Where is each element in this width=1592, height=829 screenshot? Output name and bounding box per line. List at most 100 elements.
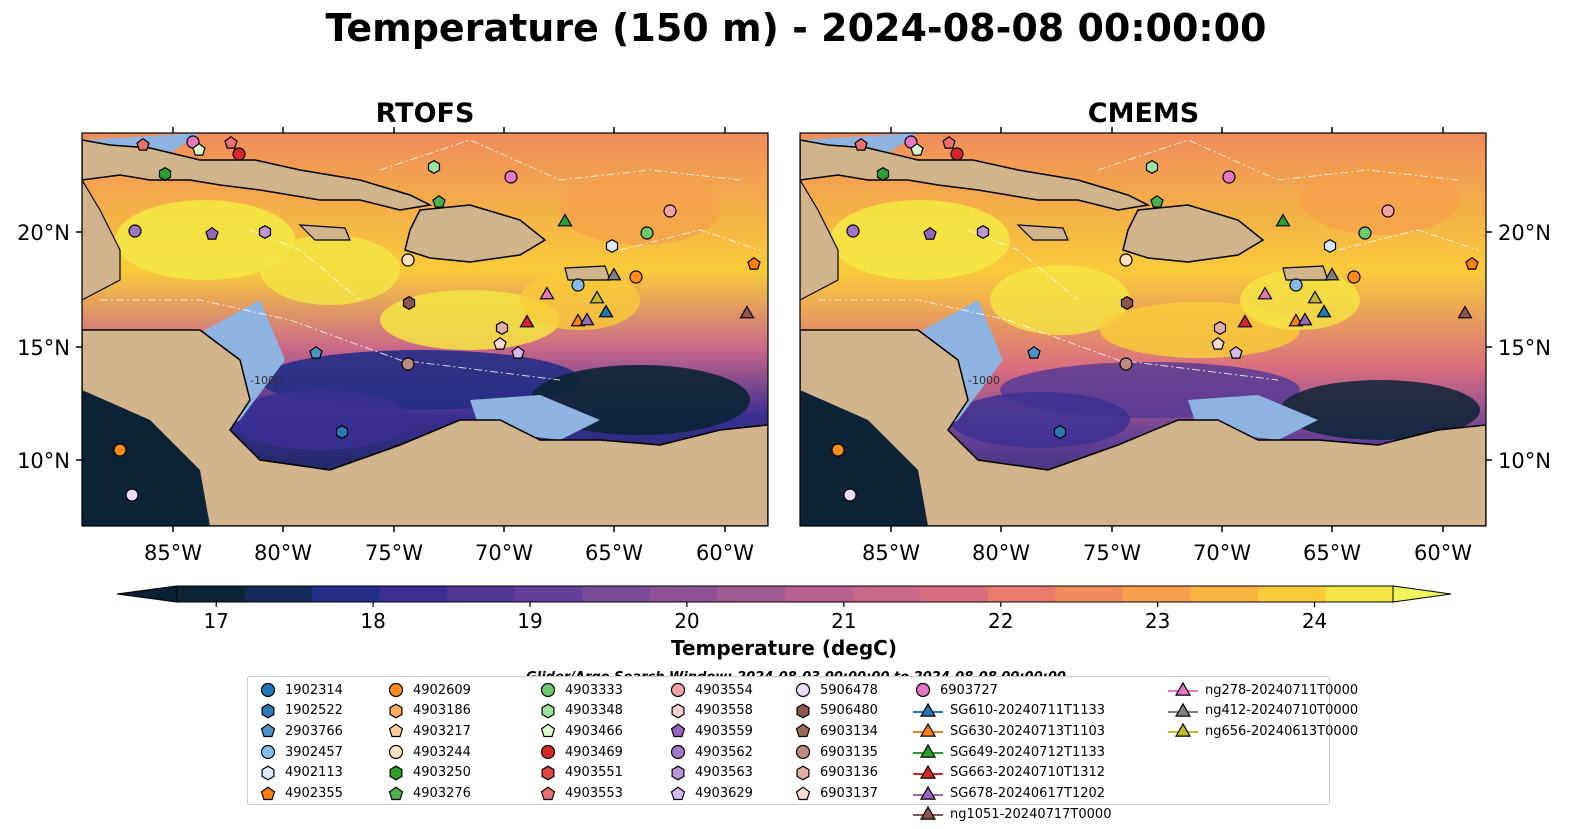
- legend-item: 4903562: [668, 742, 753, 762]
- legend-marker: [670, 785, 686, 800]
- map-marker: [571, 278, 585, 292]
- pentagon-marker-icon: [388, 785, 404, 800]
- map-marker: [598, 304, 614, 318]
- legend-item: 6903727: [913, 680, 998, 700]
- colorbar-bin: [177, 586, 246, 602]
- legend-marker: [670, 744, 686, 760]
- legend-label: SG678-20240617T1202: [950, 786, 1106, 801]
- legend-marker: [540, 744, 556, 760]
- legend-marker: [919, 723, 937, 738]
- map-marker: [1381, 204, 1395, 218]
- colorbar-bin: [785, 586, 854, 602]
- map-marker: [432, 194, 446, 208]
- legend-marker: [1174, 681, 1192, 696]
- colorbar-tick-label: 24: [1302, 609, 1327, 633]
- legend-marker: [260, 682, 276, 698]
- legend-marker: [261, 765, 275, 781]
- legend-label: SG630-20240713T1103: [950, 723, 1106, 739]
- map-marker: [589, 290, 605, 304]
- legend-item: 4903217: [386, 721, 471, 741]
- map-marker: [402, 296, 416, 310]
- map-marker: [1237, 314, 1253, 328]
- legend-label: 4903186: [413, 703, 471, 719]
- colorbar-bin: [1325, 586, 1394, 602]
- legend-marker: [915, 682, 931, 698]
- legend-item: 4903250: [386, 763, 471, 783]
- map-marker: [519, 314, 535, 328]
- map-marker: [606, 267, 622, 281]
- legend-label: 3902457: [285, 744, 343, 760]
- legend-marker: [540, 723, 556, 738]
- legend-item: 4903629: [668, 784, 753, 804]
- legend-item: 6903137: [793, 784, 878, 804]
- circle-marker-icon: [795, 682, 811, 698]
- legend-item: ng1051-20240717T0000: [913, 804, 1111, 824]
- legend-marker: [541, 765, 555, 781]
- legend-marker: [389, 765, 403, 781]
- map-marker: [846, 224, 860, 238]
- legend-item: 3902457: [258, 742, 343, 762]
- legend-item: 4903244: [386, 742, 471, 762]
- x-tick-label: 85°W: [862, 541, 920, 565]
- legend-marker: [388, 785, 404, 800]
- triangle-marker-icon: [913, 743, 943, 758]
- pentagon-marker-icon: [260, 785, 276, 800]
- triangle-marker-icon: [1168, 723, 1198, 738]
- legend-marker: [795, 785, 811, 800]
- colorbar-bin: [1190, 586, 1259, 602]
- map-marker: [113, 443, 127, 457]
- map-marker: [557, 213, 573, 227]
- circle-marker-icon: [540, 744, 556, 760]
- legend-marker: [1174, 723, 1192, 738]
- y-tick-label-left: 20°N: [17, 221, 70, 245]
- map-marker: [335, 425, 349, 439]
- map-marker: [1316, 304, 1332, 318]
- triangle-marker-icon: [913, 785, 943, 800]
- map-marker: [1211, 336, 1225, 350]
- legend-item: ng278-20240711T0000: [1168, 680, 1358, 700]
- legend-label: SG610-20240711T1133: [950, 703, 1106, 719]
- colorbar-under-arrow: [116, 585, 178, 603]
- map-marker: [205, 226, 219, 240]
- legend-marker: [919, 764, 937, 779]
- colorbar-bin: [717, 586, 786, 602]
- legend-item: 4903276: [386, 784, 471, 804]
- legend-marker: [541, 703, 555, 719]
- map-marker: [629, 270, 643, 284]
- legend-marker: [540, 785, 556, 800]
- x-tick-label: 65°W: [585, 541, 643, 565]
- legend-marker: [260, 723, 276, 738]
- map-marker: [942, 135, 956, 149]
- hexagon-marker-icon: [796, 703, 810, 719]
- map-marker: [843, 488, 857, 502]
- legend-label: SG663-20240710T1312: [950, 765, 1106, 781]
- map-marker: [739, 305, 755, 319]
- hexagon-marker-icon: [541, 703, 555, 719]
- colorbar-tick-label: 21: [831, 609, 856, 633]
- colorbar-bin: [514, 586, 583, 602]
- contour-label: -1000: [250, 374, 282, 387]
- legend-marker: [671, 703, 685, 719]
- legend-item: SG663-20240710T1312: [913, 763, 1105, 783]
- legend-marker: [795, 723, 811, 738]
- y-tick-label-right: 20°N: [1498, 221, 1551, 245]
- map-marker: [831, 443, 845, 457]
- legend-label: 6903137: [820, 786, 878, 801]
- hexagon-marker-icon: [261, 703, 275, 719]
- map-marker: [976, 225, 990, 239]
- legend-label: 1902314: [285, 682, 343, 698]
- legend-marker: [540, 682, 556, 698]
- legend-item: 4903563: [668, 763, 753, 783]
- legend-item: 4903551: [538, 763, 623, 783]
- legend-label: 4902355: [285, 786, 343, 801]
- map-marker: [539, 286, 555, 300]
- legend-label: 4903276: [413, 786, 471, 801]
- x-tick-label: 65°W: [1303, 541, 1361, 565]
- legend-item: SG610-20240711T1133: [913, 701, 1105, 721]
- legend-item: 5906480: [793, 701, 878, 721]
- map-marker: [493, 336, 507, 350]
- map-marker: [511, 345, 525, 359]
- legend-marker: [261, 703, 275, 719]
